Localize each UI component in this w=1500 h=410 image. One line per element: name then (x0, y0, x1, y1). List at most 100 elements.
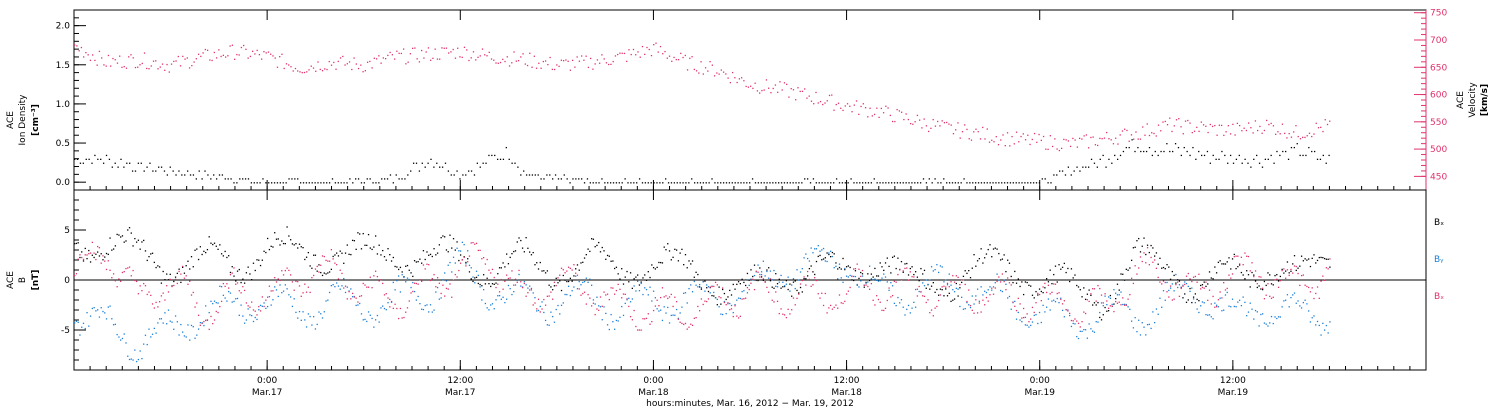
velocity-point (1245, 129, 1248, 132)
density-point (1151, 154, 1154, 157)
velocity-point (409, 53, 412, 55)
field-bz-point (606, 293, 609, 295)
velocity-point (1257, 129, 1259, 132)
density-point (1166, 143, 1168, 145)
field-bz-point (817, 293, 819, 295)
field-by-point (943, 281, 945, 283)
velocity-point (919, 119, 921, 121)
density-point (546, 174, 548, 176)
density-point (682, 182, 684, 184)
field-by-point (762, 260, 765, 262)
density-point (453, 174, 455, 176)
field-bz-point (359, 295, 361, 298)
density-point (1090, 158, 1093, 160)
field-bz-point (164, 299, 166, 301)
field-bz-point (150, 294, 152, 297)
field-by-point (1168, 289, 1170, 292)
field-by-point (359, 302, 361, 305)
density-point (1030, 182, 1032, 184)
velocity-point (348, 61, 351, 63)
velocity-point (790, 88, 792, 90)
velocity-point (777, 91, 779, 93)
field-bx-point (181, 266, 184, 269)
field-bz-point (1276, 278, 1278, 280)
field-bx-point (656, 266, 658, 269)
velocity-point (357, 67, 360, 70)
field-bx-point (907, 274, 910, 276)
density-point (963, 178, 965, 180)
field-by-point (307, 313, 310, 315)
field-bz-point (362, 282, 364, 285)
field-bz-point (532, 304, 534, 306)
density-point (1299, 154, 1301, 157)
field-bx-point (1141, 245, 1143, 247)
field-by-point (936, 264, 938, 266)
velocity-point (1115, 137, 1117, 139)
velocity-point (1329, 120, 1331, 122)
field-bz-point (668, 296, 671, 298)
field-by-point (114, 323, 117, 326)
velocity-point (1252, 132, 1254, 134)
field-bz-point (941, 286, 943, 288)
density-point (751, 178, 754, 180)
velocity-point (1315, 122, 1317, 124)
field-by-point (334, 286, 336, 288)
density-point (667, 182, 670, 184)
field-bx-point (698, 286, 701, 288)
field-by-point (1164, 299, 1166, 301)
density-point (94, 154, 96, 157)
field-bx-point (1212, 278, 1214, 280)
field-by-point (980, 286, 982, 288)
velocity-point (110, 65, 112, 67)
field-bx-point (945, 288, 947, 290)
density-point (1145, 150, 1148, 153)
velocity-point (502, 58, 504, 61)
field-bx-point (674, 248, 676, 250)
field-by-point (950, 284, 952, 286)
velocity-point (871, 115, 873, 117)
field-by-point (174, 315, 177, 317)
velocity-point (822, 103, 824, 106)
field-bx-point (734, 288, 736, 290)
velocity-point (1085, 134, 1088, 136)
velocity-point (254, 53, 256, 55)
velocity-point (596, 59, 599, 61)
field-bx-point (383, 256, 386, 258)
field-by-point (422, 308, 425, 311)
field-bz-point (778, 312, 780, 315)
field-by-point (730, 304, 733, 307)
field-bx-point (155, 266, 157, 269)
x-tick-date-label: Mar.18 (638, 388, 669, 398)
field-by-point (135, 360, 138, 363)
field-bx-point (243, 282, 246, 284)
velocity-point (238, 54, 240, 56)
velocity-point (393, 58, 396, 60)
field-bz-point (971, 309, 973, 312)
field-bx-point (527, 247, 529, 249)
field-bx-point (1058, 264, 1060, 266)
field-bz-point (1024, 316, 1027, 319)
field-by-point (698, 283, 701, 286)
velocity-point (247, 57, 249, 59)
field-by-point (635, 290, 637, 292)
velocity-point (229, 45, 231, 47)
field-by-point (645, 288, 648, 291)
density-point (540, 178, 542, 180)
field-bx-point (164, 279, 166, 281)
field-by-point (1286, 294, 1289, 296)
field-bz-point (1308, 286, 1310, 289)
field-bx-point (470, 278, 472, 280)
field-by-point (219, 285, 221, 287)
field-bx-point (624, 276, 626, 278)
field-bx-point (1129, 267, 1131, 269)
field-bz-point (743, 297, 745, 300)
velocity-point (727, 77, 729, 79)
velocity-point (887, 107, 889, 109)
velocity-point (923, 118, 925, 120)
velocity-point (763, 89, 765, 91)
velocity-point (423, 57, 425, 59)
field-bz-point (421, 280, 423, 283)
velocity-point (116, 62, 119, 64)
field-by-point (288, 294, 290, 296)
field-bz-point (1223, 282, 1225, 284)
